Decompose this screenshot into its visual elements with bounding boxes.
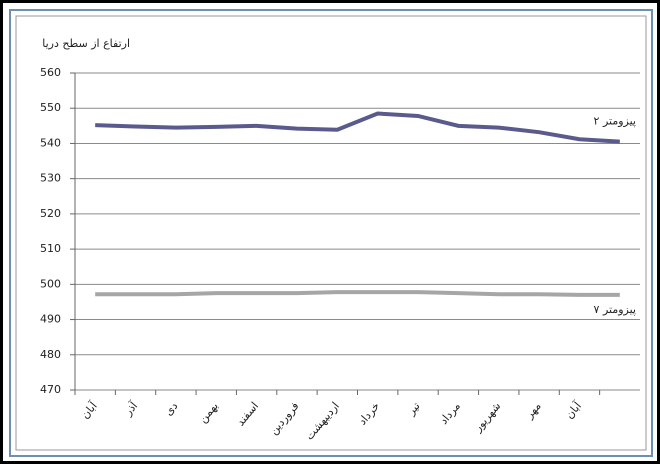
x-tick-label: بهمن [196,400,221,426]
y-tick-label: 560 [40,66,61,79]
x-tick-label: آبان [562,398,585,421]
x-tick-label: شهریور [471,400,504,435]
x-tick-label: فروردین [267,400,302,438]
series-label: پیزومتر ۲ [594,115,636,128]
series-line [95,111,620,144]
y-tick-label: 510 [40,242,61,255]
y-tick-label: 490 [40,313,61,326]
inner-frame [9,9,653,457]
chart-title: ارتفاع از سطح دریا [42,37,130,50]
x-tick-label: آذر [120,398,141,419]
y-tick-label: 470 [40,383,61,396]
y-tick-label: 480 [40,348,61,361]
x-tick-label: خرداد [356,400,383,428]
x-tick-label: مهر [522,399,544,421]
y-tick-label: 550 [40,101,61,114]
x-tick-label: اسفند [234,400,261,429]
x-tick-label: دی [162,399,181,418]
y-tick-label: 540 [40,136,61,149]
y-tick-label: 500 [40,277,61,290]
x-tick-label: مرداد [437,399,463,426]
series-label: پیزومتر ۷ [594,303,636,316]
x-tick-label: اردیبهشت [303,400,342,443]
x-tick-label: تیر [404,400,423,419]
y-tick-label: 520 [40,207,61,220]
chart-area [15,15,647,451]
x-tick-label: آبان [78,398,101,421]
series-line [95,290,620,297]
y-tick-label: 530 [40,172,61,185]
